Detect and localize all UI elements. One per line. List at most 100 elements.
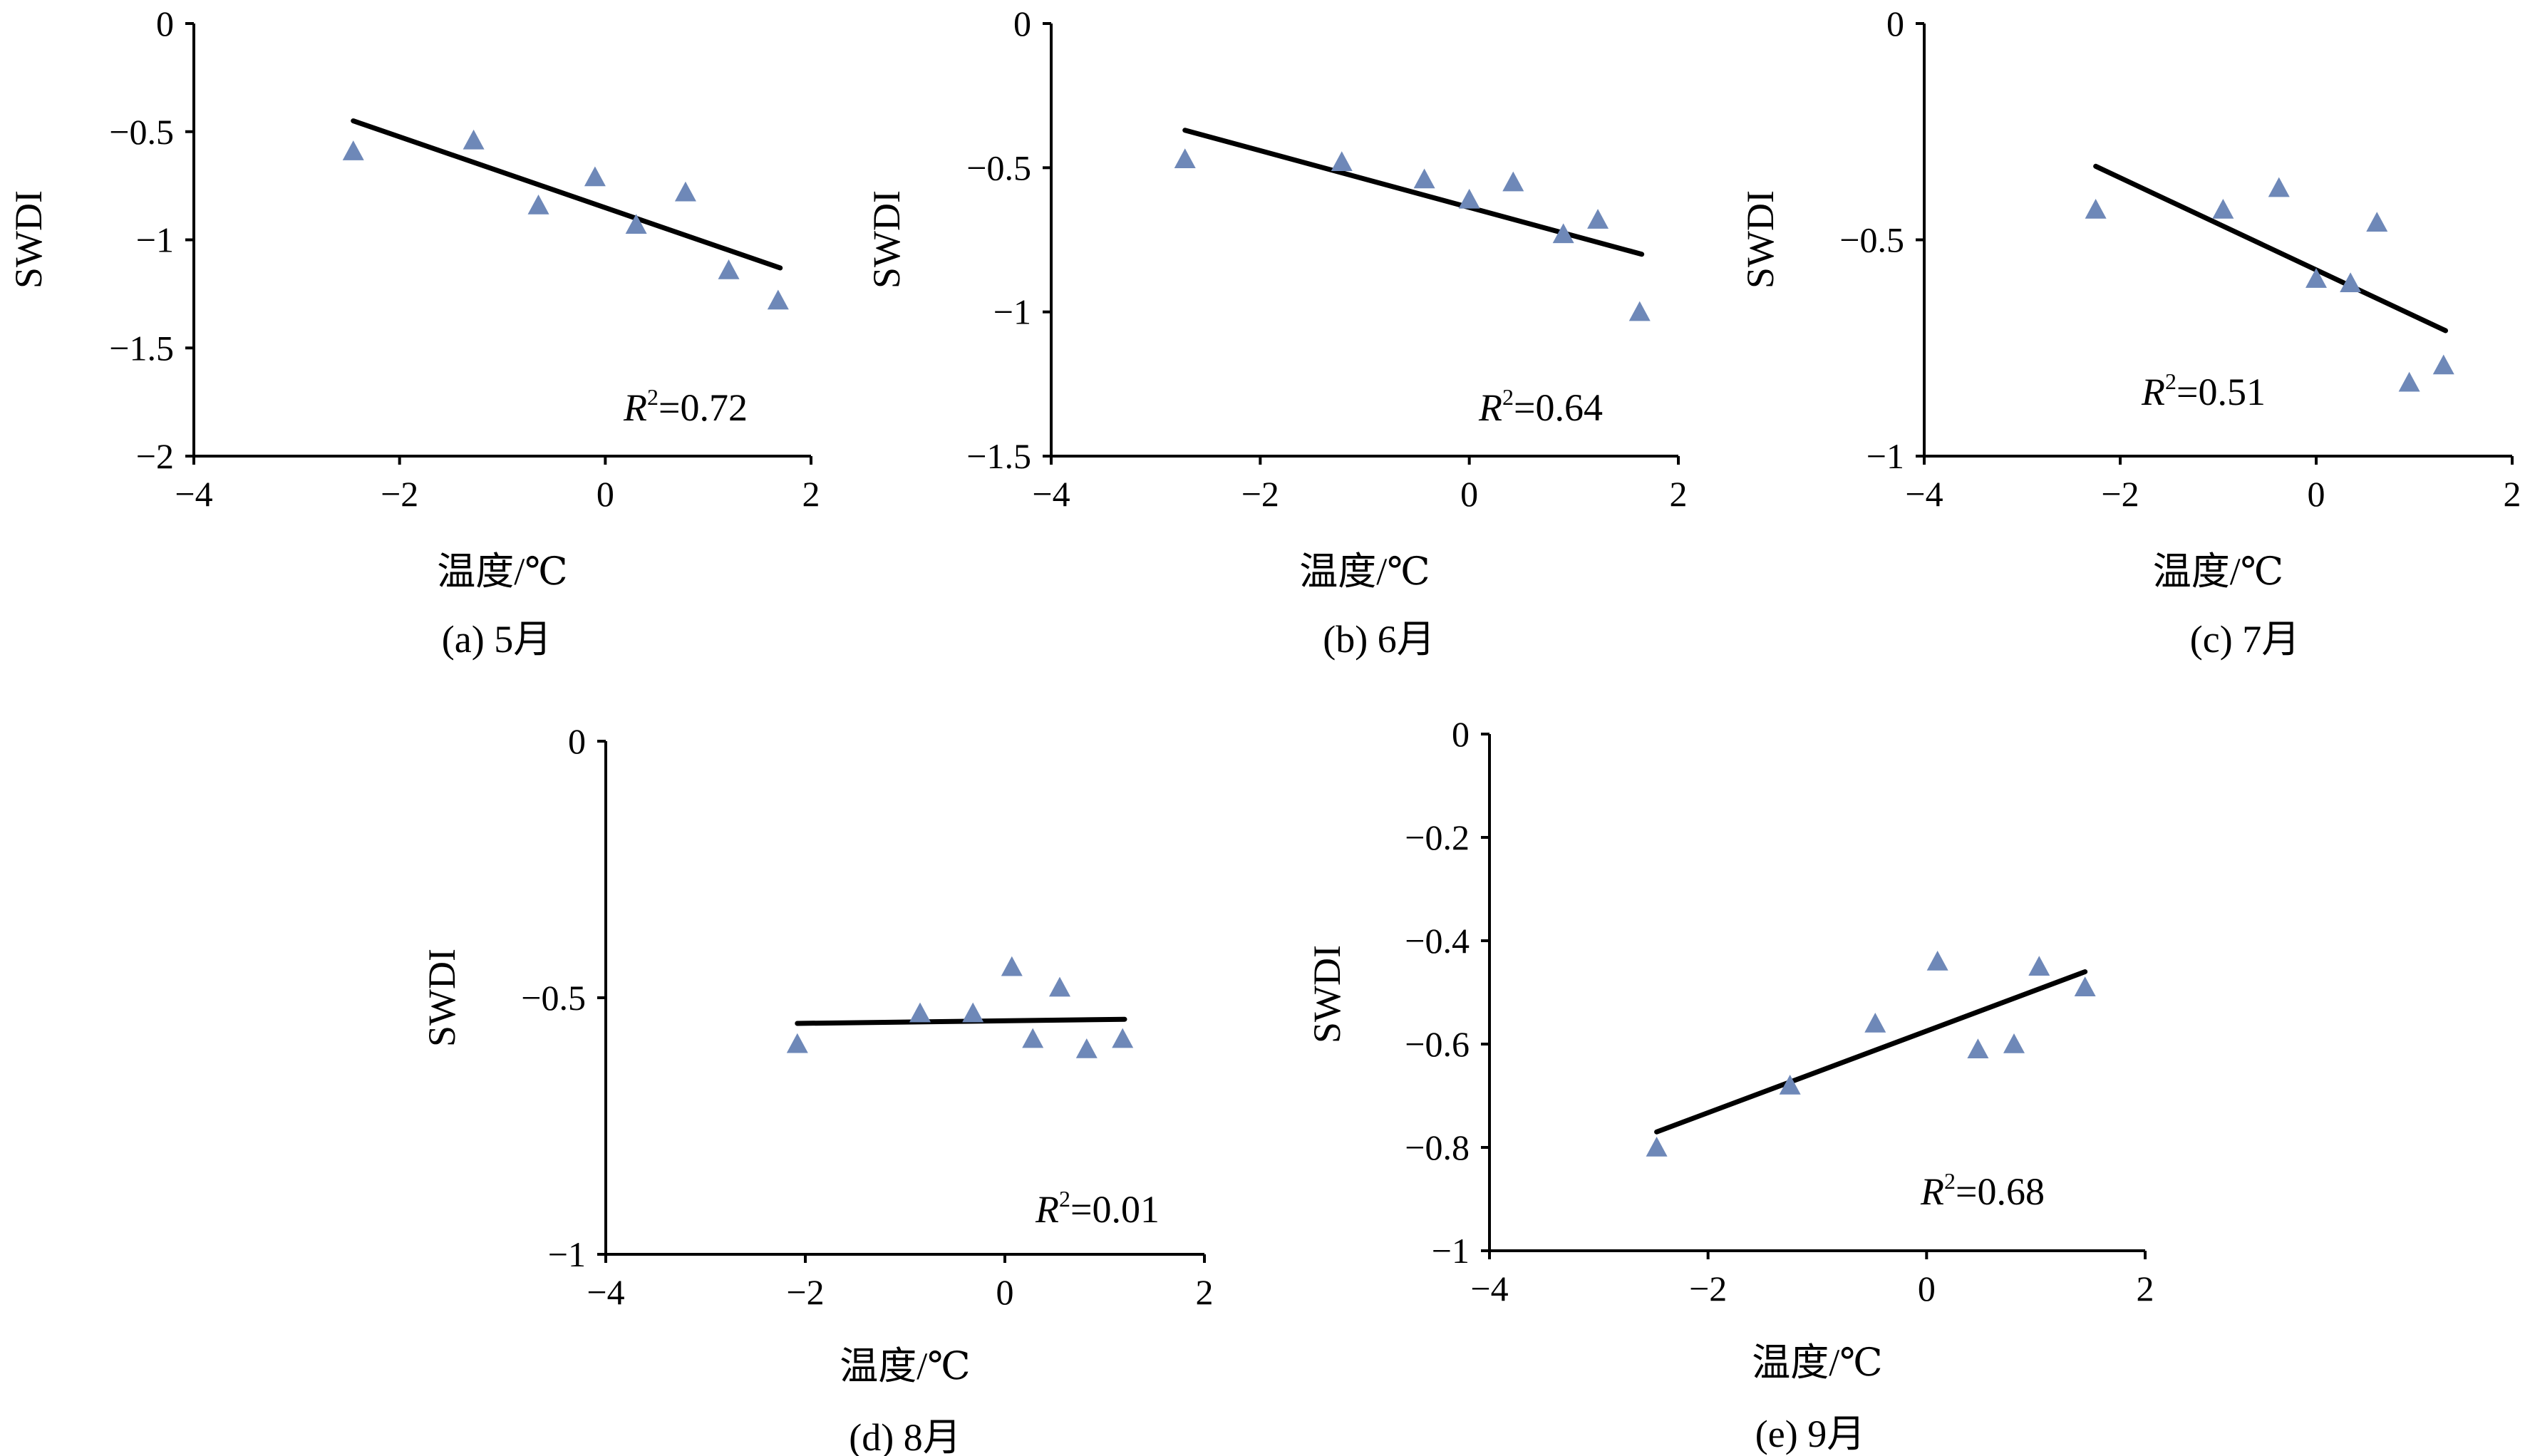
- r-squared-superscript: 2: [1944, 1168, 1956, 1194]
- r-squared-label: R2=0.72: [623, 384, 748, 429]
- y-tick-label: −1: [548, 1234, 586, 1274]
- x-tick-label: −2: [381, 474, 418, 514]
- data-point-triangle: [1049, 976, 1070, 997]
- data-point-triangle: [2212, 199, 2234, 219]
- y-axis-title: SWDI: [865, 190, 908, 289]
- x-tick-label: −2: [1689, 1269, 1727, 1308]
- y-tick-label: −0.5: [966, 148, 1031, 187]
- data-point-triangle: [909, 1002, 931, 1023]
- data-point-triangle: [2398, 371, 2420, 392]
- r-squared-value: =0.64: [1514, 386, 1603, 429]
- panel-caption: (d) 8月: [849, 1416, 961, 1456]
- x-axis-title: 温度/℃: [2153, 550, 2283, 593]
- data-point-triangle: [1864, 1013, 1886, 1033]
- data-point-triangle: [962, 1002, 984, 1023]
- r-squared-value: =0.51: [2177, 371, 2266, 413]
- y-tick-label: −1: [1432, 1231, 1470, 1271]
- r-squared-label: R2=0.68: [1920, 1168, 2045, 1213]
- data-point-triangle: [1413, 168, 1435, 189]
- y-tick-label: −0.5: [1839, 220, 1904, 260]
- x-tick-label: 0: [597, 474, 614, 514]
- data-point-triangle: [584, 166, 606, 187]
- data-point-triangle: [463, 129, 485, 150]
- x-tick-label: 0: [1918, 1269, 1936, 1308]
- r-squared-value: =0.72: [659, 386, 748, 429]
- x-tick-label: −4: [587, 1272, 624, 1312]
- y-tick-label: −1: [136, 220, 174, 260]
- data-point-triangle: [1075, 1038, 1098, 1058]
- data-point-triangle: [2085, 199, 2107, 219]
- data-point-triangle: [625, 214, 647, 234]
- data-point-triangle: [2340, 272, 2362, 292]
- data-point-triangle: [2305, 268, 2327, 288]
- x-tick-label: 2: [802, 474, 820, 514]
- r-squared-superscript: 2: [1502, 384, 1514, 410]
- x-axis-title: 温度/℃: [1299, 550, 1430, 593]
- panel-caption: (b) 6月: [1323, 618, 1435, 661]
- y-tick-label: 0: [1886, 4, 1904, 43]
- panel-e: 0−0.2−0.4−0.6−0.8−1−4 −2 0 2R2=0.68SWDI温度/℃…: [1306, 714, 2154, 1455]
- data-point-triangle: [2074, 976, 2096, 996]
- data-point-triangle: [1646, 1137, 1668, 1157]
- x-tick-label: −2: [786, 1272, 824, 1312]
- data-point-triangle: [1458, 188, 1480, 209]
- panel-caption: (e) 9月: [1755, 1413, 1865, 1455]
- y-tick-label: −0.8: [1405, 1127, 1470, 1167]
- y-tick-label: −1.5: [109, 328, 174, 368]
- r-symbol: R: [2141, 371, 2165, 413]
- y-tick-label: −0.5: [521, 978, 586, 1018]
- data-point-triangle: [1926, 951, 1948, 971]
- x-tick-label: 0: [996, 1272, 1014, 1312]
- y-axis-title: SWDI: [1739, 190, 1782, 289]
- y-tick-label: −0.2: [1405, 817, 1470, 857]
- x-tick-label: 0: [1460, 474, 1478, 514]
- y-tick-label: 0: [156, 4, 174, 43]
- x-axis-title: 温度/℃: [437, 550, 567, 593]
- r-symbol: R: [623, 386, 647, 429]
- r-squared-superscript: 2: [2165, 368, 2177, 394]
- r-symbol: R: [1920, 1170, 1944, 1213]
- y-tick-label: −1: [993, 292, 1031, 332]
- data-point-triangle: [1331, 151, 1353, 171]
- trend-line: [795, 1016, 1127, 1026]
- x-tick-label: −4: [1470, 1269, 1508, 1308]
- data-point-triangle: [2028, 956, 2050, 976]
- r-squared-label: R2=0.01: [1035, 1186, 1160, 1231]
- y-tick-label: −0.5: [109, 112, 174, 152]
- r-symbol: R: [1478, 386, 1502, 429]
- data-point-triangle: [1552, 223, 1574, 244]
- r-squared-value: =0.01: [1070, 1188, 1160, 1231]
- y-tick-label: 0: [1013, 4, 1031, 43]
- trend-line: [1182, 128, 1645, 257]
- data-point-triangle: [1502, 171, 1524, 192]
- data-point-triangle: [2003, 1033, 2025, 1053]
- panel-caption: (c) 7月: [2190, 618, 2300, 661]
- trend-line: [1654, 969, 2088, 1135]
- x-tick-label: −2: [1241, 474, 1279, 514]
- data-point-triangle: [2366, 212, 2388, 232]
- data-point-triangle: [1174, 148, 1196, 168]
- x-tick-label: 2: [1670, 474, 1688, 514]
- x-tick-label: 2: [2504, 474, 2521, 514]
- x-tick-label: 2: [2137, 1269, 2154, 1308]
- x-tick-label: 0: [2308, 474, 2325, 514]
- data-point-triangle: [1779, 1075, 1801, 1095]
- r-squared-superscript: 2: [1059, 1186, 1070, 1212]
- y-tick-label: 0: [1452, 714, 1470, 754]
- data-point-triangle: [527, 194, 549, 215]
- y-axis-title: SWDI: [1306, 945, 1348, 1043]
- y-axis-title: SWDI: [7, 190, 50, 289]
- y-tick-label: −1.5: [966, 436, 1031, 476]
- trend-line: [2093, 163, 2448, 334]
- x-axis-title: 温度/℃: [840, 1345, 970, 1388]
- data-point-triangle: [1022, 1028, 1044, 1048]
- r-squared-label: R2=0.64: [1478, 384, 1603, 429]
- data-point-triangle: [2432, 354, 2454, 375]
- x-tick-label: −4: [175, 474, 212, 514]
- y-tick-label: 0: [568, 721, 586, 761]
